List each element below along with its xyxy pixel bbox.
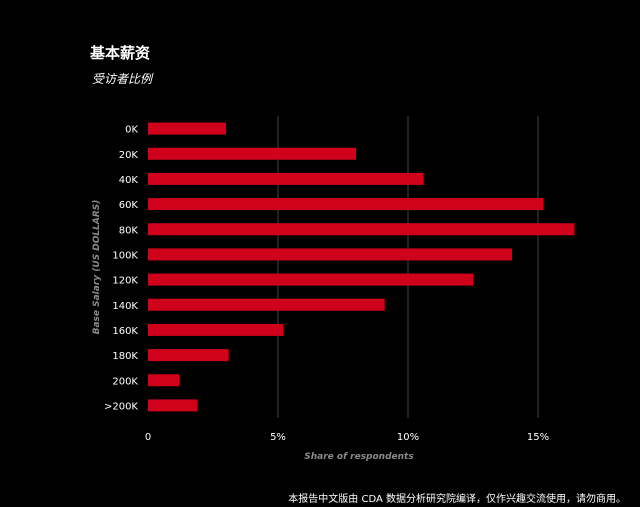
x-tick-labels: 0 5% 10% 15% xyxy=(145,432,549,443)
x-tick-label: 0 xyxy=(145,432,151,443)
bar xyxy=(148,122,226,135)
y-tick-labels: 0K 20K 40K 60K 80K 100K 120K 140K 160K 180K 200K >2… xyxy=(104,125,138,413)
y-tick-label: >200K xyxy=(104,401,138,412)
gridlines xyxy=(277,116,539,418)
chart-title: 基本薪资 xyxy=(90,44,151,62)
x-tick-label: 10% xyxy=(397,432,419,443)
y-tick-label: 140K xyxy=(112,301,138,312)
y-tick-label: 60K xyxy=(119,200,139,211)
bars xyxy=(148,122,575,412)
x-axis-title: Share of respondents xyxy=(304,452,414,462)
y-tick-label: 120K xyxy=(112,276,138,287)
bar xyxy=(148,323,284,336)
y-tick-label: 160K xyxy=(112,326,138,337)
bar xyxy=(148,223,575,236)
bar xyxy=(148,298,385,311)
y-axis-title: Base Salary (US DOLLARS) xyxy=(92,200,102,335)
bar xyxy=(148,399,198,412)
y-tick-label: 0K xyxy=(125,125,138,136)
y-tick-label: 100K xyxy=(112,250,138,261)
bar xyxy=(148,147,356,160)
bar xyxy=(148,248,512,261)
y-tick-label: 200K xyxy=(112,376,138,387)
bar xyxy=(148,273,473,286)
y-tick-label: 40K xyxy=(119,175,139,186)
bar xyxy=(148,172,424,185)
bar xyxy=(148,198,544,211)
x-tick-label: 15% xyxy=(527,432,549,443)
y-tick-label: 80K xyxy=(119,225,139,236)
chart-subtitle: 受访者比例 xyxy=(92,72,153,86)
y-tick-label: 180K xyxy=(112,351,138,362)
bar xyxy=(148,374,180,387)
footer-note: 本报告中文版由 CDA 数据分析研究院编译，仅作兴趣交流使用，请勿商用。 xyxy=(288,494,626,505)
y-tick-label: 20K xyxy=(119,150,139,161)
x-tick-label: 5% xyxy=(270,432,286,443)
bar xyxy=(148,349,229,362)
